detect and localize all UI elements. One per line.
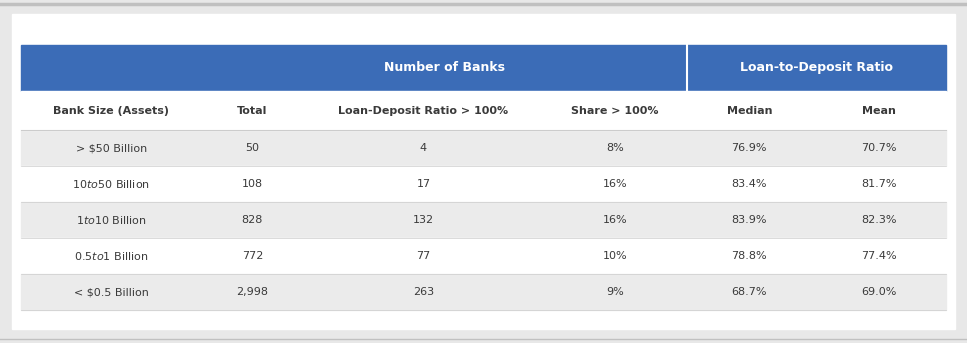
Text: 108: 108 [242,179,263,189]
Text: > $50 Billion: > $50 Billion [75,143,147,153]
Text: Median: Median [726,106,772,116]
Text: 76.9%: 76.9% [731,143,767,153]
Text: 16%: 16% [602,215,628,225]
Text: 9%: 9% [606,287,624,297]
Text: 132: 132 [413,215,434,225]
Text: 69.0%: 69.0% [861,287,896,297]
Text: 8%: 8% [606,143,624,153]
Text: 772: 772 [242,251,263,261]
Text: 68.7%: 68.7% [731,287,767,297]
Text: 77.4%: 77.4% [861,251,896,261]
Text: 83.4%: 83.4% [731,179,767,189]
Text: 16%: 16% [602,179,628,189]
Text: Bank Size (Assets): Bank Size (Assets) [53,106,169,116]
Text: $0.5 to $1 Billion: $0.5 to $1 Billion [74,250,149,262]
Text: 83.9%: 83.9% [731,215,767,225]
Text: 82.3%: 82.3% [861,215,896,225]
Text: 828: 828 [242,215,263,225]
Text: $10 to $50 Billion: $10 to $50 Billion [73,178,151,190]
Bar [21,91,946,130]
Bar [21,45,946,91]
Text: 77: 77 [416,251,430,261]
Bar [21,130,946,166]
Text: Mean: Mean [862,106,895,116]
Text: < $0.5 Billion: < $0.5 Billion [73,287,149,297]
Text: $1 to $10 Billion: $1 to $10 Billion [76,214,147,226]
Text: 10%: 10% [602,251,628,261]
Text: 4: 4 [420,143,427,153]
Bar [21,274,946,310]
Text: 78.8%: 78.8% [731,251,767,261]
Text: 2,998: 2,998 [236,287,269,297]
Text: 70.7%: 70.7% [861,143,896,153]
Text: Loan-Deposit Ratio > 100%: Loan-Deposit Ratio > 100% [338,106,509,116]
Text: Number of Banks: Number of Banks [384,61,505,74]
Bar [21,238,946,274]
Text: Loan-to-Deposit Ratio: Loan-to-Deposit Ratio [740,61,893,74]
Bar [21,202,946,238]
Text: 50: 50 [246,143,259,153]
Text: 17: 17 [417,179,430,189]
Bar [21,166,946,202]
Text: Total: Total [237,106,268,116]
Text: 81.7%: 81.7% [861,179,896,189]
Text: 263: 263 [413,287,434,297]
Text: Share > 100%: Share > 100% [571,106,659,116]
